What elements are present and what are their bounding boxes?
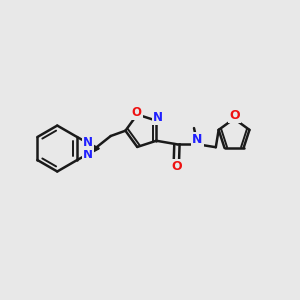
Text: O: O	[132, 106, 142, 119]
Text: N: N	[83, 148, 93, 161]
Text: O: O	[229, 109, 240, 122]
Text: N: N	[83, 136, 93, 149]
Text: N: N	[153, 111, 163, 124]
Text: N: N	[192, 134, 203, 146]
Text: O: O	[171, 160, 182, 172]
